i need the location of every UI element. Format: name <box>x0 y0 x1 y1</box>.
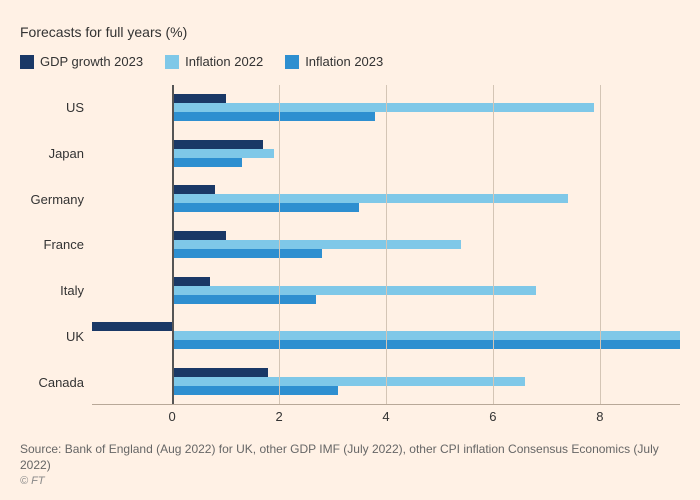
legend-swatch <box>285 55 299 69</box>
bar-fill <box>172 140 263 149</box>
bar-fill <box>172 94 225 103</box>
x-tick-label: 6 <box>489 409 496 424</box>
y-axis-label: Japan <box>20 131 84 177</box>
source-text: Source: Bank of England (Aug 2022) for U… <box>20 441 680 473</box>
bar-fill <box>172 149 274 158</box>
gridline <box>600 85 601 404</box>
bar-fill <box>172 368 268 377</box>
legend-item: GDP growth 2023 <box>20 54 143 69</box>
bar-fill <box>172 249 322 258</box>
y-axis-label: Germany <box>20 176 84 222</box>
y-axis-label: UK <box>20 314 84 360</box>
plot-area <box>92 85 680 405</box>
x-tick-label: 0 <box>169 409 176 424</box>
gridline <box>493 85 494 404</box>
bar-fill <box>172 158 241 167</box>
y-axis-labels: USJapanGermanyFranceItalyUKCanada <box>20 85 92 405</box>
y-axis-label: France <box>20 222 84 268</box>
zero-line <box>172 85 174 404</box>
legend-item: Inflation 2022 <box>165 54 263 69</box>
bar-fill <box>172 295 316 304</box>
bar-fill <box>172 103 594 112</box>
legend-swatch <box>165 55 179 69</box>
bar-fill <box>172 194 568 203</box>
bar-fill <box>172 185 215 194</box>
legend-label: Inflation 2022 <box>185 54 263 69</box>
gridline <box>386 85 387 404</box>
bar-fill <box>172 240 461 249</box>
legend-label: Inflation 2023 <box>305 54 383 69</box>
x-axis: 0 2 4 6 8 <box>92 409 680 427</box>
chart-area: USJapanGermanyFranceItalyUKCanada <box>20 85 680 405</box>
bar-fill <box>172 331 680 340</box>
x-tick-label: 2 <box>275 409 282 424</box>
bar-fill <box>172 112 375 121</box>
copyright-text: © FT <box>20 475 680 487</box>
x-tick-label: 8 <box>596 409 603 424</box>
y-axis-label: Canada <box>20 359 84 405</box>
bar-fill <box>172 231 225 240</box>
bar-fill <box>172 277 209 286</box>
bar-fill <box>172 340 680 349</box>
bar-fill <box>172 377 525 386</box>
legend-swatch <box>20 55 34 69</box>
legend-item: Inflation 2023 <box>285 54 383 69</box>
legend-label: GDP growth 2023 <box>40 54 143 69</box>
legend: GDP growth 2023 Inflation 2022 Inflation… <box>20 54 680 69</box>
gridline <box>279 85 280 404</box>
chart-subtitle: Forecasts for full years (%) <box>20 24 680 40</box>
y-axis-label: US <box>20 85 84 131</box>
bar-fill <box>172 286 535 295</box>
x-tick-label: 4 <box>382 409 389 424</box>
bar-fill <box>172 203 359 212</box>
bar-fill <box>92 322 172 331</box>
bar-fill <box>172 386 338 395</box>
y-axis-label: Italy <box>20 268 84 314</box>
